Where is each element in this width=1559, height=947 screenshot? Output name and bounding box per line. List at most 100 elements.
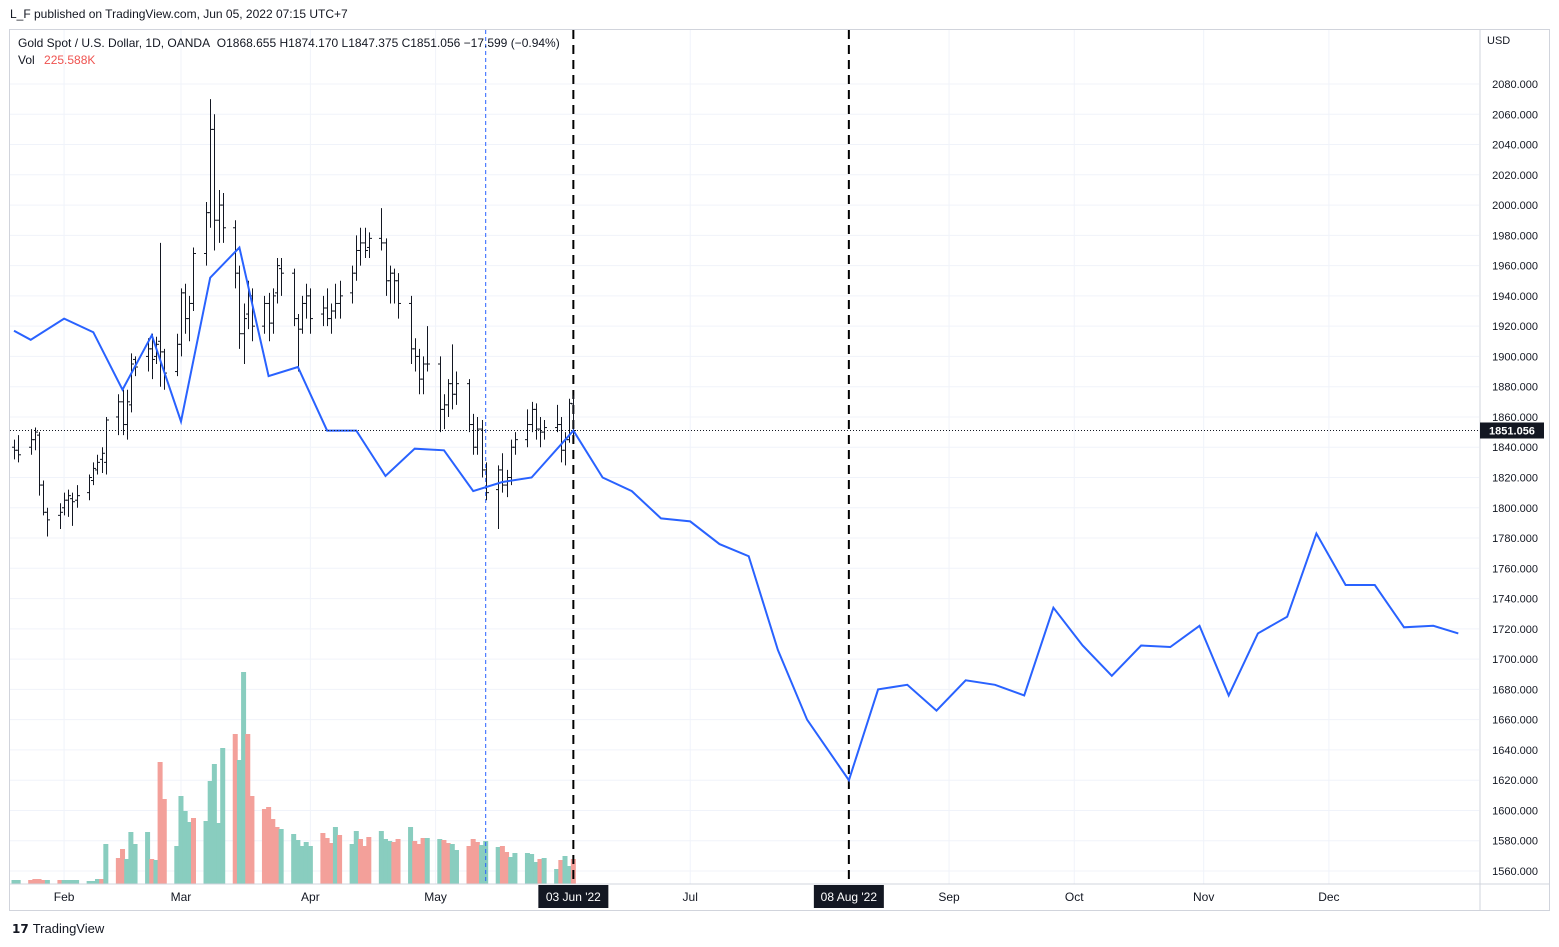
volume-bar xyxy=(307,846,313,884)
volume-bar xyxy=(395,839,401,884)
volume-bar xyxy=(207,781,213,884)
volume-bar xyxy=(558,860,564,884)
price-tick-label: 2060.000 xyxy=(1492,109,1538,121)
price-tick-label: 1720.000 xyxy=(1492,624,1538,636)
volume-bar xyxy=(424,838,430,884)
ohlc-bar xyxy=(121,389,126,436)
volume-bar xyxy=(241,672,247,884)
ohlc-bar xyxy=(542,419,547,440)
ohlc-bar xyxy=(350,265,355,304)
ohlc-bar xyxy=(300,295,305,334)
volume-bar xyxy=(328,843,334,884)
volume-bar xyxy=(132,844,138,884)
volume-bar xyxy=(115,858,121,884)
price-tick-label: 1640.000 xyxy=(1492,745,1538,757)
volume-bar xyxy=(203,821,209,884)
volume-bar xyxy=(211,764,217,884)
ohlc-bar xyxy=(292,268,297,327)
volume-bar xyxy=(65,880,71,884)
volume-bar xyxy=(90,881,96,884)
volume-bar xyxy=(99,879,105,884)
volume-bar xyxy=(295,840,301,884)
ohlc-bar xyxy=(296,314,301,372)
volume-bar xyxy=(566,866,572,884)
price-tick-label: 1900.000 xyxy=(1492,351,1538,363)
volume-bar xyxy=(149,859,155,884)
volume-bar xyxy=(174,846,180,884)
ohlc-bar xyxy=(321,295,326,327)
ohlc-bar xyxy=(525,409,530,448)
last-price-tag xyxy=(1480,422,1544,439)
ohlc-bar xyxy=(208,99,213,228)
volume-bar xyxy=(291,834,297,884)
legend-vol-value: 225.588K xyxy=(44,53,96,67)
price-tick-label: 2020.000 xyxy=(1492,170,1538,182)
month-label: Apr xyxy=(301,890,320,904)
price-tick-label: 2080.000 xyxy=(1492,79,1538,91)
volume-bar xyxy=(554,869,560,884)
ohlc-bar xyxy=(534,403,539,440)
volume-bar xyxy=(324,838,330,884)
volume-bar xyxy=(562,856,568,884)
month-label: Dec xyxy=(1318,890,1339,904)
volume-bar xyxy=(408,827,414,884)
volume-bar xyxy=(145,832,151,884)
volume-bar xyxy=(453,850,459,884)
price-tick-label: 2000.000 xyxy=(1492,200,1538,212)
ohlc-bar xyxy=(513,432,518,455)
ohlc-bar xyxy=(187,295,192,342)
tradingview-logo[interactable]: 17 TradingView xyxy=(12,921,104,936)
ohlc-bar xyxy=(354,235,359,281)
month-label: Jul xyxy=(683,890,698,904)
chart-frame xyxy=(9,29,1550,911)
legend-ohlc: O1868.655 H1874.170 L1847.375 C1851.056 … xyxy=(216,36,560,50)
volume-bar xyxy=(349,844,355,884)
ohlc-bar xyxy=(16,435,21,463)
ohlc-bar xyxy=(471,413,476,455)
ohlc-bar xyxy=(179,288,184,357)
ohlc-bar xyxy=(262,295,267,334)
ohlc-bar xyxy=(425,326,430,372)
ohlc-bar xyxy=(271,288,276,334)
volume-bar xyxy=(44,880,50,884)
volume-bar xyxy=(190,818,196,884)
volume-bar xyxy=(124,859,130,884)
volume-bar xyxy=(57,880,63,884)
tradingview-logo-icon: 17 xyxy=(12,922,29,936)
volume-bar xyxy=(378,831,384,884)
last-price-tag-text: 1851.056 xyxy=(1489,425,1535,437)
volume-bar xyxy=(178,796,184,884)
ohlc-bar xyxy=(413,338,418,372)
price-tick-label: 1580.000 xyxy=(1492,836,1538,848)
volume-bar xyxy=(504,852,510,884)
volume-bar xyxy=(128,832,134,884)
ohlc-bar xyxy=(484,462,489,501)
volume-bar xyxy=(28,880,34,884)
volume-bar xyxy=(337,835,343,884)
volume-bar xyxy=(270,819,276,884)
month-label: Feb xyxy=(54,890,75,904)
volume-bar xyxy=(266,807,272,884)
price-tick-label: 1820.000 xyxy=(1492,473,1538,485)
volume-bar xyxy=(15,880,21,884)
date-marker-label: 03 Jun '22 xyxy=(546,890,601,904)
legend: Gold Spot / U.S. Dollar, 1D, OANDA O1868… xyxy=(18,35,560,69)
ohlc-bar xyxy=(275,258,280,304)
volume-bar xyxy=(61,880,67,884)
ohlc-bar xyxy=(475,416,480,455)
date-marker-lines xyxy=(485,30,850,884)
volume-bar xyxy=(245,734,251,884)
ohlc-bar xyxy=(454,371,459,405)
price-tick-label: 1560.000 xyxy=(1492,866,1538,878)
volume-bar xyxy=(161,799,167,884)
ohlc-bar xyxy=(41,480,46,516)
ohlc-bar xyxy=(33,427,38,451)
ohlc-bar xyxy=(242,303,247,364)
volume-bar xyxy=(220,748,226,884)
ohlc-bar xyxy=(388,265,393,304)
ohlc-bar xyxy=(304,283,309,319)
ohlc-bar xyxy=(559,416,564,463)
price-tick-label: 1840.000 xyxy=(1492,442,1538,454)
volume-bar xyxy=(416,844,422,884)
